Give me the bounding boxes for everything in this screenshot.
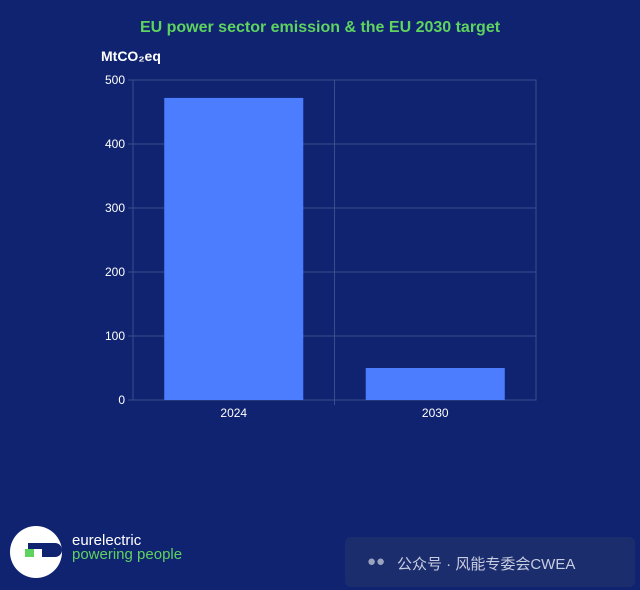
x-tick-label: 2030	[422, 406, 449, 420]
bar-2024	[164, 97, 304, 401]
y-tick-label: 500	[105, 73, 125, 87]
x-axis-ticks: 2024 2030	[220, 406, 449, 420]
y-tick-label: 400	[105, 137, 125, 151]
y-tick-label: 100	[105, 329, 125, 343]
y-tick-label: 0	[118, 393, 125, 407]
brand-tagline: powering people	[72, 546, 183, 563]
eurelectric-brand: eurelectric powering people	[10, 526, 210, 582]
wechat-watermark: ●● 公众号 · 风能专委会CWEA	[345, 537, 635, 587]
eurelectric-logo-icon	[10, 526, 62, 578]
y-axis-ticks: 0 100 200 300 400 500	[105, 73, 125, 407]
chart-bars	[164, 97, 505, 401]
y-tick-label: 300	[105, 201, 125, 215]
y-tick-label: 200	[105, 265, 125, 279]
watermark-text: 公众号 · 风能专委会CWEA	[397, 556, 576, 573]
bar-2030	[365, 368, 505, 400]
brand-name: eurelectric	[72, 532, 142, 549]
wechat-icon: ●●	[367, 553, 386, 570]
y-axis-label: MtCO₂eq	[101, 48, 161, 64]
x-tick-label: 2024	[220, 406, 247, 420]
bar-chart: 0 100 200 300 400 500 2024 2030	[105, 73, 537, 420]
chart-title: EU power sector emission & the EU 2030 t…	[139, 19, 501, 36]
